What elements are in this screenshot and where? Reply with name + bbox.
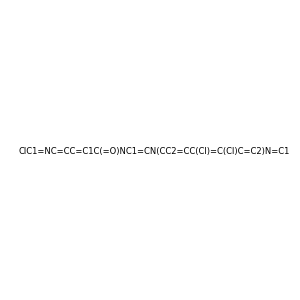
Text: ClC1=NC=CC=C1C(=O)NC1=CN(CC2=CC(Cl)=C(Cl)C=C2)N=C1: ClC1=NC=CC=C1C(=O)NC1=CN(CC2=CC(Cl)=C(Cl… bbox=[18, 147, 290, 156]
